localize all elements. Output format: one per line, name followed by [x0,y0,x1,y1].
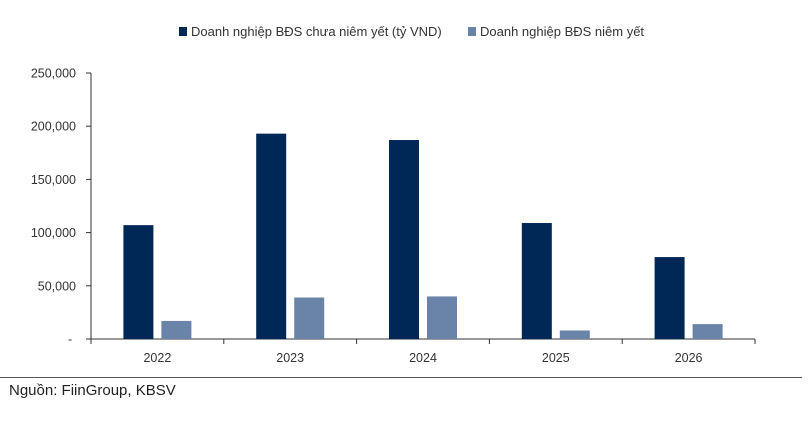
x-tick-label: 2022 [143,351,171,365]
bar-2025-series-1 [521,223,552,339]
bar-2026-series-2 [692,324,723,339]
y-tick-label: 50,000 [38,279,76,293]
y-tick-label: 250,000 [31,67,76,81]
bar-2024-series-1 [389,140,419,339]
y-axis: - 50,000 100,000 150,000 200,000 250,000 [31,67,92,347]
x-tick-label: 2023 [276,351,304,365]
legend-swatch-1 [179,27,187,36]
x-tick-label: 2024 [409,351,437,365]
source-divider [0,377,802,378]
bar-2023-series-2 [294,297,325,339]
bar-2024-series-2 [427,296,457,339]
chart-legend: Doanh nghiệp BĐS chưa niêm yết (tỷ VND) D… [179,24,644,39]
legend-label-1: Doanh nghiệp BĐS chưa niêm yết (tỷ VND) [191,24,442,39]
x-tick-label: 2026 [675,351,703,365]
legend-label-2: Doanh nghiệp BĐS niêm yết [480,24,644,39]
bar-chart: Doanh nghiệp BĐS chưa niêm yết (tỷ VND) D… [31,24,756,365]
y-tick-label: 100,000 [31,226,76,240]
bar-2022-series-1 [123,225,154,339]
x-axis: 2022 2023 2024 2025 2026 [90,338,756,365]
y-tick-label: 200,000 [31,120,76,134]
bar-2022-series-2 [161,320,192,339]
source-note: Nguồn: FiinGroup, KBSV [9,382,176,399]
bar-2026-series-1 [654,257,685,339]
bars [123,133,723,339]
y-tick-label: 150,000 [31,173,76,187]
bar-2023-series-1 [256,133,287,339]
bar-2025-series-2 [559,330,590,339]
y-tick-label: - [68,333,72,347]
legend-swatch-2 [468,27,476,36]
x-tick-label: 2025 [542,351,570,365]
